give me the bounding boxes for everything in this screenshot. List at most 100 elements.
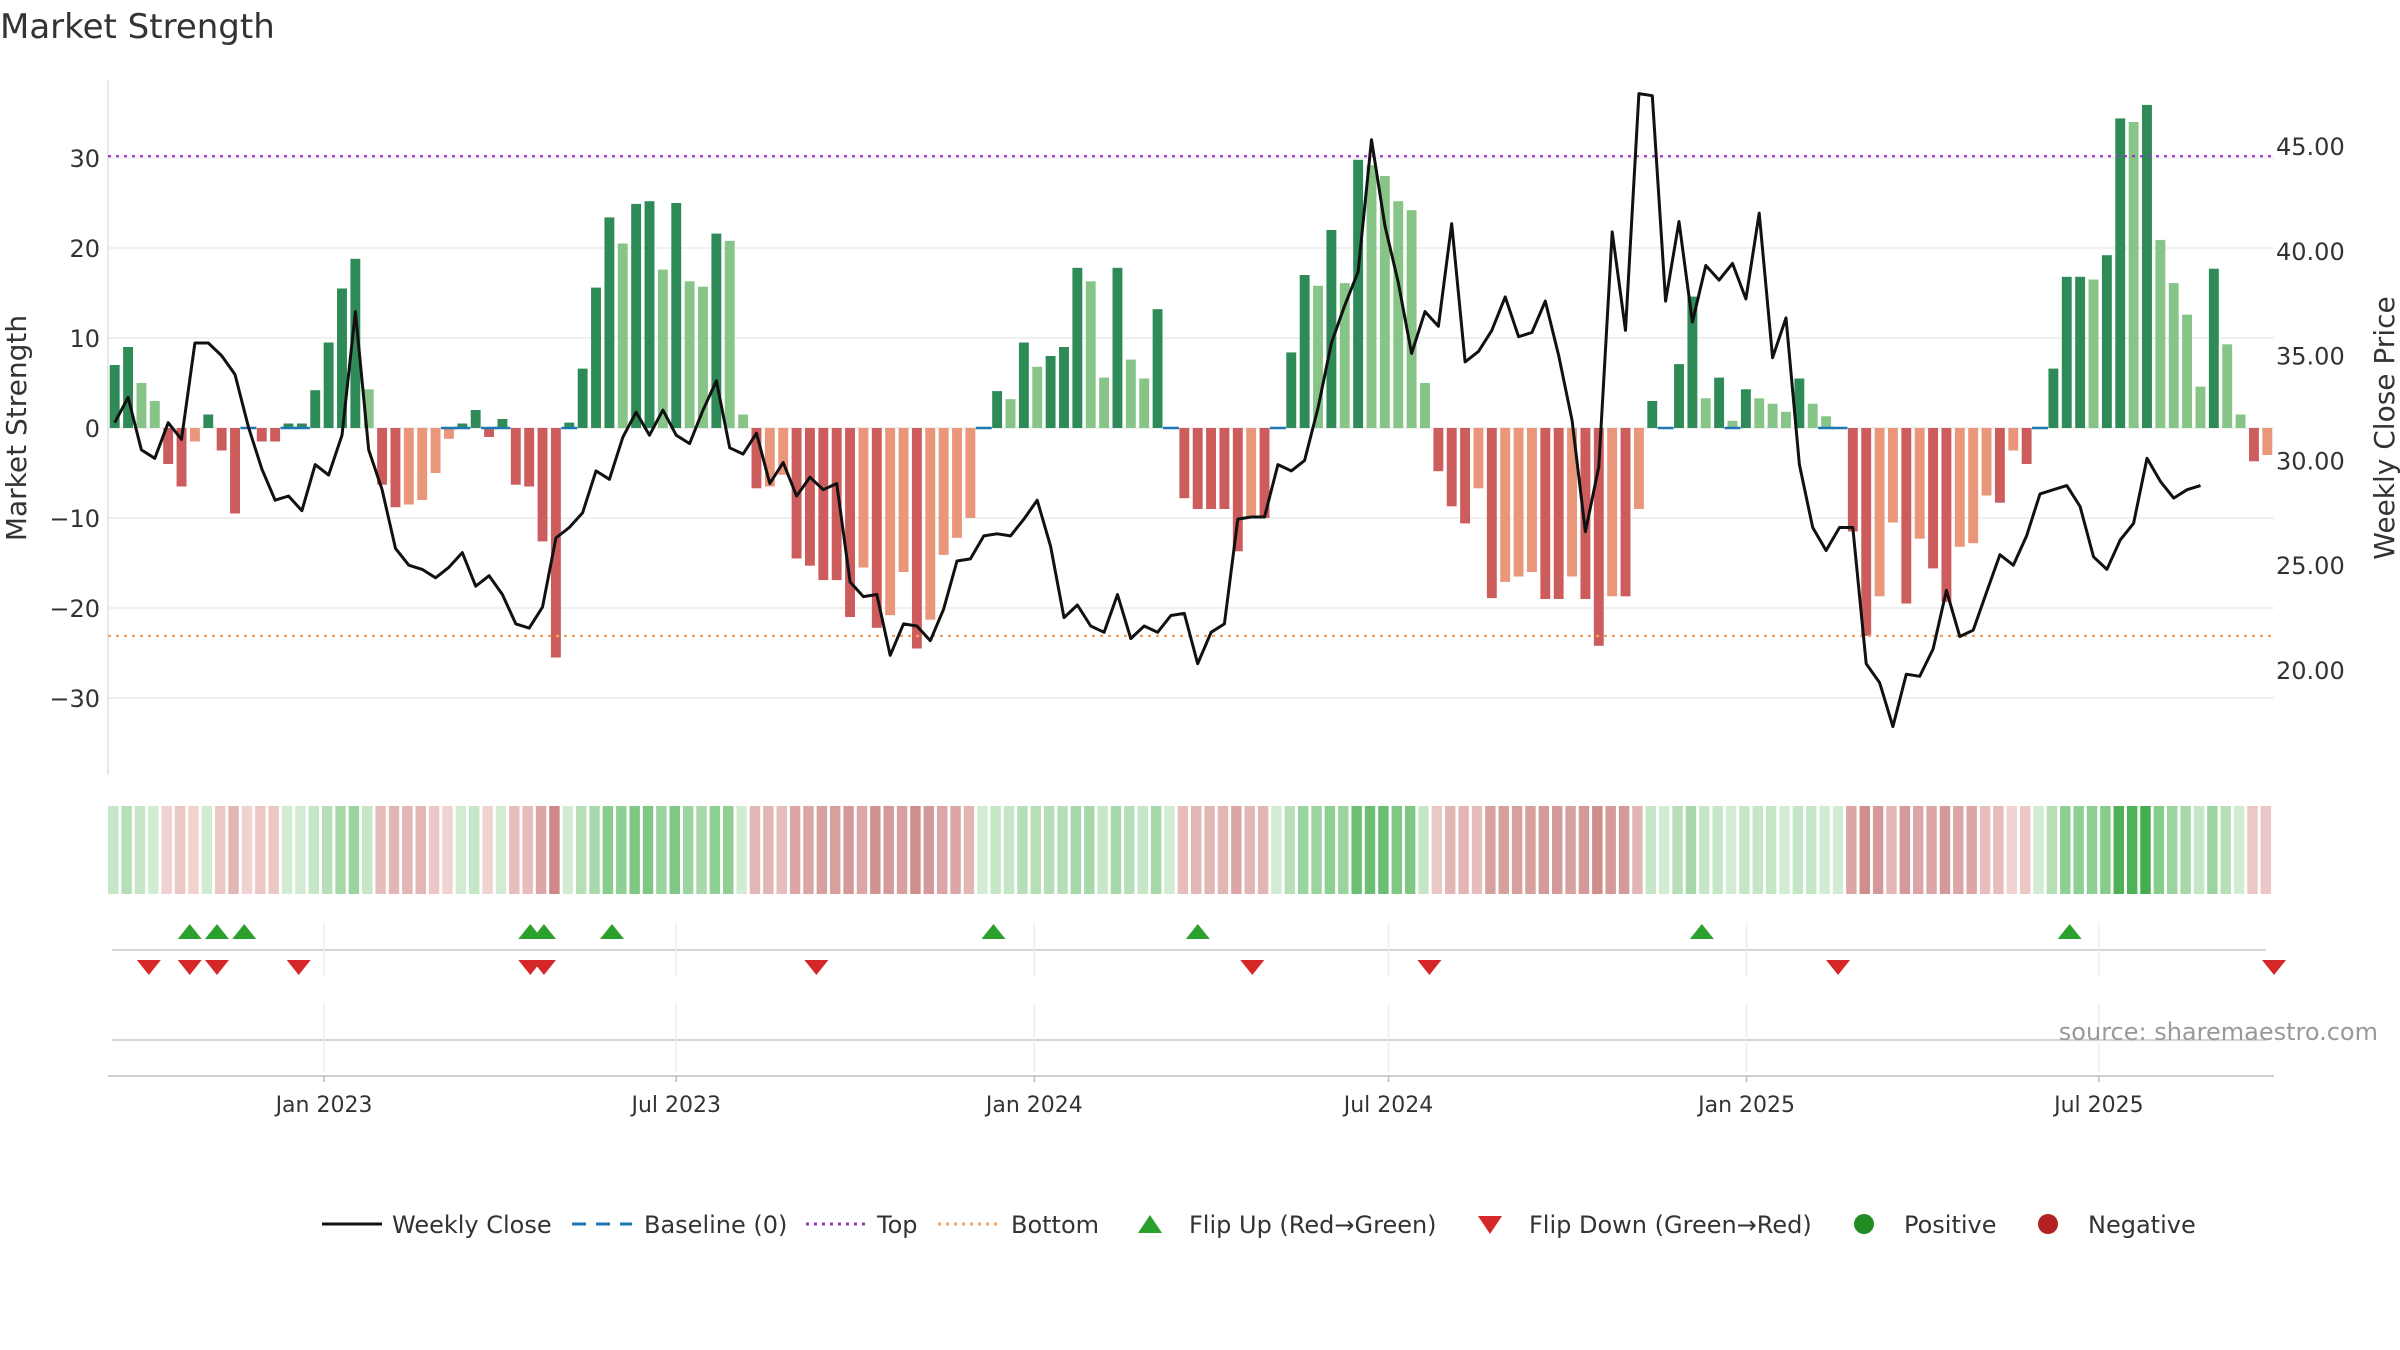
flip-up-marker: [1689, 924, 1714, 939]
strip-cell: [1645, 806, 1657, 894]
strip-cell: [1003, 806, 1015, 894]
x-tick-label: Jul 2025: [2052, 1093, 2144, 1118]
strip-cell: [1899, 806, 1911, 894]
strip-cell: [1993, 806, 2004, 894]
legend-baseline-label: Baseline (0): [644, 1211, 787, 1239]
strength-bar: [2088, 279, 2099, 428]
strength-bar: [845, 428, 856, 617]
strength-bar: [898, 428, 909, 572]
legend: Weekly Close Baseline (0) Top Bottom Flip Up…: [322, 1211, 2196, 1239]
strength-bar: [256, 428, 267, 442]
y2-tick-label: 30.00: [2276, 447, 2345, 475]
strength-bar: [1219, 428, 1230, 509]
strip-cell: [509, 806, 520, 894]
strength-bar: [684, 281, 695, 428]
strength-bar: [711, 233, 722, 428]
strength-bar: [1099, 377, 1110, 428]
strip-cell: [281, 806, 293, 894]
strength-bar: [1928, 428, 1939, 569]
strength-bar: [510, 428, 521, 485]
strength-bar: [1379, 176, 1390, 428]
flip-up-marker: [1185, 924, 1210, 939]
strip-cell: [1658, 806, 1670, 894]
strip-cell: [321, 806, 333, 894]
strip-cell: [1150, 806, 1162, 894]
strength-bar: [163, 428, 174, 464]
strip-cell: [763, 806, 774, 894]
strength-bar: [443, 428, 454, 439]
strength-bar: [1366, 165, 1377, 428]
flip-down-marker: [177, 960, 202, 975]
strip-cell: [896, 806, 908, 894]
strength-bar: [1620, 428, 1631, 597]
y-tick-label: 0: [85, 415, 100, 443]
x-tick-label: Jul 2023: [629, 1093, 721, 1118]
flip-down-marker: [136, 960, 161, 975]
strength-bar: [390, 428, 401, 508]
flip-up-marker: [232, 924, 257, 939]
strip-cell: [362, 806, 373, 894]
strip-cell: [1204, 806, 1215, 894]
strength-bar: [1968, 428, 1979, 544]
legend-flip-up-icon: [1138, 1215, 1162, 1233]
strength-bar: [2248, 428, 2259, 462]
strength-bar: [764, 428, 775, 487]
strip-cell: [923, 806, 935, 894]
strength-bar: [591, 287, 601, 428]
source-label: source: sharemaestro.com: [2059, 1018, 2378, 1046]
strip-cell: [1859, 806, 1870, 894]
strength-bar: [1593, 428, 1604, 646]
strength-bar: [1540, 428, 1551, 599]
strip-cell: [1271, 806, 1282, 894]
legend-bottom-label: Bottom: [1011, 1211, 1099, 1239]
strength-bar: [1847, 428, 1858, 532]
strength-bar: [818, 428, 829, 581]
strength-bar: [604, 217, 615, 428]
strip-cell: [1872, 806, 1884, 894]
y2-tick-label: 45.00: [2276, 133, 2345, 161]
strength-bar: [1085, 281, 1096, 428]
strength-bar: [484, 428, 495, 437]
strip-cell: [1779, 806, 1790, 894]
strip-cell: [642, 806, 654, 894]
strip-cell: [816, 806, 828, 894]
strength-bar: [2155, 239, 2166, 428]
strength-bar: [1486, 428, 1497, 599]
strength-bar: [1914, 428, 1925, 539]
strength-bar: [1740, 389, 1751, 428]
x-tick-label: Jan 2023: [274, 1093, 373, 1118]
strip-cell: [1953, 806, 1964, 894]
strength-bar: [123, 347, 134, 428]
strip-cell: [1618, 806, 1630, 894]
strip-cell: [1685, 806, 1697, 894]
strip-cell: [415, 806, 426, 894]
strip-cell: [1725, 806, 1737, 894]
strip-cell: [1030, 806, 1041, 894]
strength-bar: [1687, 296, 1698, 428]
strength-bar: [2262, 428, 2273, 455]
strip-cell: [2140, 806, 2151, 894]
strip-cell: [1324, 806, 1336, 894]
y2-tick-label: 20.00: [2276, 657, 2345, 685]
strip-cell: [2233, 806, 2245, 894]
strip-cell: [1445, 806, 1456, 894]
strip-cell: [228, 806, 239, 894]
strip-cell: [990, 806, 1001, 894]
strip-cell: [789, 806, 801, 894]
strip-cell: [1979, 806, 1991, 894]
strip-cell: [1338, 806, 1349, 894]
strength-bar: [149, 401, 160, 428]
strip-cell: [402, 806, 413, 894]
strength-bar: [617, 243, 628, 428]
strip-cell: [1605, 806, 1616, 894]
strength-bar: [1727, 420, 1738, 428]
strength-bar: [938, 428, 949, 555]
x-tick-label: Jan 2024: [984, 1093, 1083, 1118]
strip-cell: [910, 806, 921, 894]
strip-cell: [1017, 806, 1028, 894]
strength-bar: [1018, 342, 1029, 428]
strip-cell: [255, 806, 266, 894]
strength-bar: [911, 428, 922, 649]
legend-positive-icon: [1854, 1214, 1874, 1234]
strength-bar: [1526, 428, 1537, 572]
